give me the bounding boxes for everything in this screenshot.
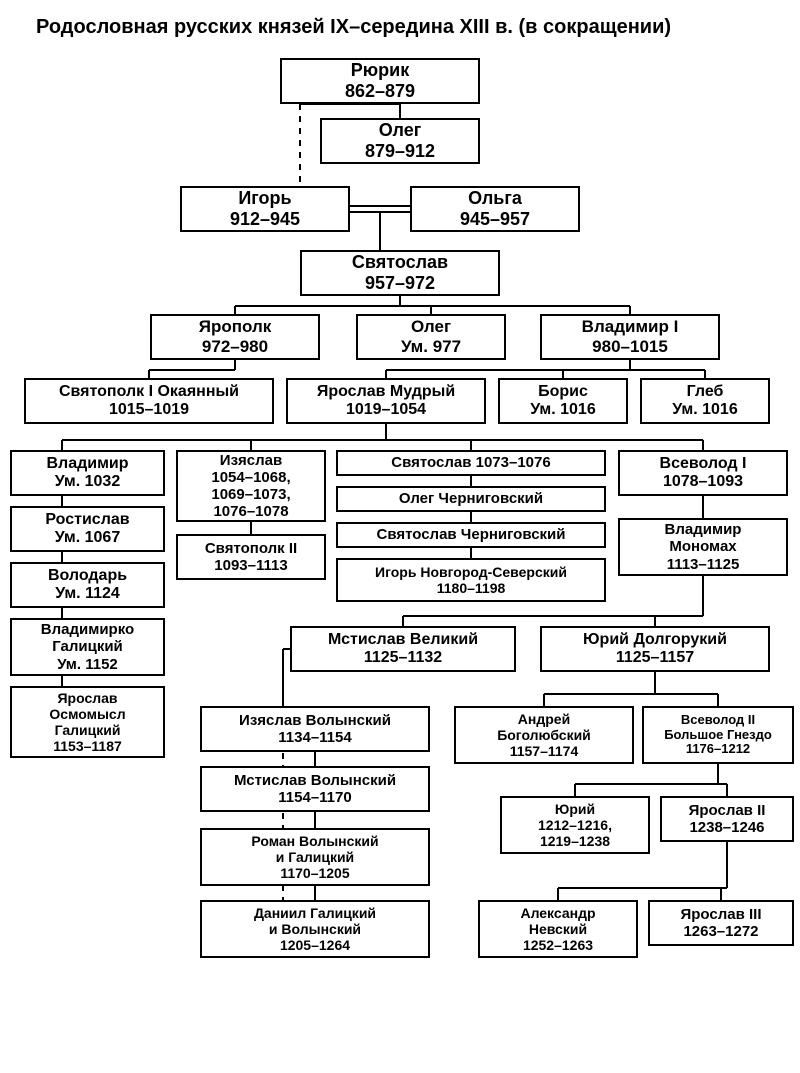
node-olga: Ольга 945–957: [410, 186, 580, 232]
node-oleg2: Олег Ум. 977: [356, 314, 506, 360]
node-nevsky: Александр Невский 1252–1263: [478, 900, 638, 958]
node-dolgoruki: Юрий Долгорукий 1125–1157: [540, 626, 770, 672]
node-label: Святослав 957–972: [352, 252, 448, 293]
node-igornov: Игорь Новгород-Северский 1180–1198: [336, 558, 606, 602]
node-label: Изяслав 1054–1068, 1069–1073, 1076–1078: [211, 452, 290, 521]
node-label: Изяслав Волынский 1134–1154: [239, 712, 391, 747]
node-label: Ростислав Ум. 1067: [45, 511, 129, 548]
node-vladimirko: Владимирко Галицкий Ум. 1152: [10, 618, 165, 676]
node-label: Ярослав II 1238–1246: [689, 802, 766, 837]
node-label: Олег 879–912: [365, 120, 435, 161]
node-label: Даниил Галицкий и Волынский 1205–1264: [254, 905, 376, 953]
node-boris: Борис Ум. 1016: [498, 378, 628, 424]
node-oleg1: Олег 879–912: [320, 118, 480, 164]
node-label: Владимир Мономах 1113–1125: [665, 521, 742, 573]
node-svyatopolk2: Святополк II 1093–1113: [176, 534, 326, 580]
node-vlad1032: Владимир Ум. 1032: [10, 450, 165, 496]
node-mstvolyn: Мстислав Волынский 1154–1170: [200, 766, 430, 812]
node-label: Святополк II 1093–1113: [205, 540, 297, 575]
node-yaroslavm: Ярослав Мудрый 1019–1054: [286, 378, 486, 424]
node-label: Владимирко Галицкий Ум. 1152: [41, 621, 134, 673]
node-igor: Игорь 912–945: [180, 186, 350, 232]
node-label: Володарь Ум. 1124: [48, 567, 127, 604]
node-label: Юрий Долгорукий 1125–1157: [583, 631, 727, 668]
node-monomakh: Владимир Мономах 1113–1125: [618, 518, 788, 576]
node-vsevolod1: Всеволод I 1078–1093: [618, 450, 788, 496]
node-osmomysl: Ярослав Осмомысл Галицкий 1153–1187: [10, 686, 165, 758]
node-olegchern: Олег Черниговский: [336, 486, 606, 512]
node-svyatopolk1: Святополк I Окаянный 1015–1019: [24, 378, 274, 424]
node-yaroslav2: Ярослав II 1238–1246: [660, 796, 794, 842]
node-rurik: Рюрик 862–879: [280, 58, 480, 104]
node-bogolyub: Андрей Боголюбский 1157–1174: [454, 706, 634, 764]
node-gleb: Глеб Ум. 1016: [640, 378, 770, 424]
node-yuri2: Юрий 1212–1216, 1219–1238: [500, 796, 650, 854]
node-label: Ольга 945–957: [460, 188, 530, 229]
node-label: Олег Ум. 977: [401, 317, 461, 356]
node-label: Юрий 1212–1216, 1219–1238: [538, 801, 612, 849]
node-label: Святослав 1073–1076: [391, 454, 550, 471]
node-label: Всеволод II Большое Гнездо 1176–1212: [664, 713, 772, 758]
genealogy-diagram: Родословная русских князей IX–середина X…: [0, 0, 800, 1073]
node-label: Ярослав Осмомысл Галицкий 1153–1187: [49, 690, 125, 754]
node-label: Владимир I 980–1015: [582, 317, 679, 356]
node-label: Мстислав Великий 1125–1132: [328, 631, 478, 668]
node-svyatchern: Святослав Черниговский: [336, 522, 606, 548]
node-label: Борис Ум. 1016: [530, 383, 595, 420]
node-daniil: Даниил Галицкий и Волынский 1205–1264: [200, 900, 430, 958]
node-label: Ярослав III 1263–1272: [680, 906, 761, 941]
node-label: Всеволод I 1078–1093: [660, 455, 747, 492]
node-label: Игорь Новгород-Северский 1180–1198: [375, 564, 567, 596]
node-vsevolod2: Всеволод II Большое Гнездо 1176–1212: [642, 706, 794, 764]
node-label: Андрей Боголюбский 1157–1174: [497, 711, 591, 759]
node-label: Мстислав Волынский 1154–1170: [234, 772, 396, 807]
node-label: Святослав Черниговский: [376, 526, 565, 543]
node-romanvg: Роман Волынский и Галицкий 1170–1205: [200, 828, 430, 886]
node-label: Глеб Ум. 1016: [672, 383, 737, 420]
node-mstislavv: Мстислав Великий 1125–1132: [290, 626, 516, 672]
node-label: Ярополк 972–980: [199, 317, 272, 356]
node-rostislav: Ростислав Ум. 1067: [10, 506, 165, 552]
node-label: Ярослав Мудрый 1019–1054: [317, 383, 455, 420]
node-label: Роман Волынский и Галицкий 1170–1205: [251, 833, 378, 881]
node-label: Рюрик 862–879: [345, 60, 415, 101]
node-yaroslav3: Ярослав III 1263–1272: [648, 900, 794, 946]
node-label: Александр Невский 1252–1263: [520, 905, 595, 953]
node-izvolyn: Изяслав Волынский 1134–1154: [200, 706, 430, 752]
node-label: Олег Черниговский: [399, 490, 543, 507]
node-svyat1073: Святослав 1073–1076: [336, 450, 606, 476]
node-label: Владимир Ум. 1032: [46, 455, 128, 492]
node-izyaslav1: Изяслав 1054–1068, 1069–1073, 1076–1078: [176, 450, 326, 522]
node-label: Святополк I Окаянный 1015–1019: [59, 383, 239, 420]
node-svyat1: Святослав 957–972: [300, 250, 500, 296]
node-yaropolk: Ярополк 972–980: [150, 314, 320, 360]
node-vlad1: Владимир I 980–1015: [540, 314, 720, 360]
node-volodar: Володарь Ум. 1124: [10, 562, 165, 608]
diagram-title: Родословная русских князей IX–середина X…: [36, 16, 671, 39]
node-label: Игорь 912–945: [230, 188, 300, 229]
